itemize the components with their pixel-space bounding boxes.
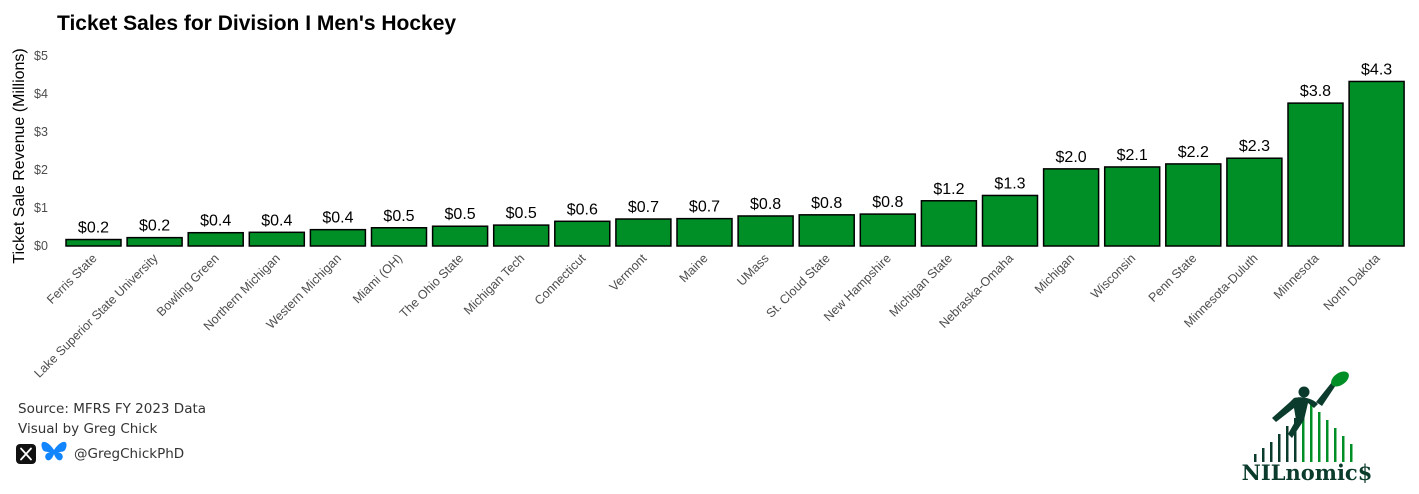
data-label: $0.5 <box>506 205 537 222</box>
x-tick-label: Ferris State <box>44 251 100 307</box>
y-tick-label: $5 <box>34 49 48 63</box>
nilnomics-logo: NILnomic$ <box>1232 368 1382 486</box>
bar-3 <box>188 233 243 246</box>
source-note: Source: MFRS FY 2023 Data <box>18 401 206 417</box>
y-tick-label: $3 <box>34 125 48 139</box>
social-handles: @GregChickPhD <box>16 440 184 467</box>
x-tick-label: New Hampshire <box>821 251 894 324</box>
data-label: $1.3 <box>994 175 1025 192</box>
x-tick-label: Bowling Green <box>154 251 222 319</box>
x-tick-label: Minnesota <box>1271 251 1322 302</box>
data-label: $0.6 <box>567 201 598 218</box>
data-label: $0.7 <box>689 199 720 216</box>
x-tick-label: North Dakota <box>1321 251 1383 313</box>
bar-13 <box>799 215 854 246</box>
data-label: $0.4 <box>261 212 292 229</box>
bar-20 <box>1227 158 1282 246</box>
bar-16 <box>983 195 1038 246</box>
bar-15 <box>921 201 976 246</box>
data-label: $1.2 <box>933 181 964 198</box>
bar-4 <box>249 232 304 246</box>
bar-10 <box>616 219 671 246</box>
data-label: $0.8 <box>750 196 781 213</box>
bar-8 <box>494 225 549 246</box>
brand-name: NILnomic$ <box>1242 460 1373 485</box>
bar-11 <box>677 219 732 246</box>
y-tick-label: $0 <box>34 239 48 253</box>
bar-19 <box>1166 164 1221 246</box>
bar-5 <box>310 230 365 246</box>
bar-14 <box>860 214 915 246</box>
data-label: $0.4 <box>200 213 231 230</box>
y-tick-label: $1 <box>34 201 48 215</box>
data-label: $4.3 <box>1361 61 1392 78</box>
y-tick-label: $4 <box>34 87 48 101</box>
x-tick-label: The Ohio State <box>397 251 466 320</box>
bar-21 <box>1288 103 1343 246</box>
data-label: $0.8 <box>872 194 903 211</box>
visual-credit: Visual by Greg Chick <box>18 421 157 437</box>
x-logo-icon <box>16 444 36 464</box>
x-tick-label: Penn State <box>1146 251 1200 305</box>
x-tick-label: Wisconsin <box>1088 251 1138 301</box>
bar-22 <box>1349 81 1404 246</box>
data-label: $0.5 <box>445 206 476 223</box>
bar-9 <box>555 221 610 246</box>
x-tick-label: St. Cloud State <box>763 251 832 320</box>
bar-17 <box>1044 169 1099 246</box>
y-tick-label: $2 <box>34 163 48 177</box>
social-handle: @GregChickPhD <box>74 446 184 462</box>
data-label: $0.7 <box>628 199 659 216</box>
data-label: $3.8 <box>1300 83 1331 100</box>
y-axis-title: Ticket Sale Revenue (Millions) <box>11 48 28 263</box>
data-label: $2.0 <box>1056 149 1087 166</box>
data-label: $2.2 <box>1178 144 1209 161</box>
y-axis: $0 $1 $2 $3 $4 $5 <box>34 49 48 253</box>
bar-7 <box>433 226 488 246</box>
data-label: $0.5 <box>383 208 414 225</box>
x-tick-label: Connecticut <box>532 251 589 308</box>
x-tick-label: Miami (OH) <box>350 251 405 306</box>
bar-12 <box>738 216 793 246</box>
bar-1 <box>66 240 121 246</box>
data-label: $0.4 <box>322 210 353 227</box>
bar-2 <box>127 238 182 246</box>
bar-chart: $0 $1 $2 $3 $4 $5 $0.2 $0.2 $0.4 $0.4 $0.4 $0.5 $0.… <box>0 0 1419 400</box>
bluesky-butterfly-icon <box>41 440 67 467</box>
x-tick-label: Michigan <box>1032 251 1077 296</box>
x-tick-label: Maine <box>677 251 711 285</box>
data-label: $2.3 <box>1239 138 1270 155</box>
data-label: $0.2 <box>139 218 170 235</box>
x-tick-label: Lake Superior State University <box>31 251 161 381</box>
data-label: $2.1 <box>1117 147 1148 164</box>
x-tick-label: UMass <box>734 251 771 288</box>
x-tick-label: Michigan Tech <box>461 251 527 317</box>
x-tick-label: Michigan State <box>887 251 955 319</box>
bar-18 <box>1105 167 1160 246</box>
bar-6 <box>372 228 427 246</box>
data-label: $0.8 <box>811 195 842 212</box>
data-label: $0.2 <box>78 220 109 237</box>
x-tick-label: Vermont <box>607 251 650 294</box>
